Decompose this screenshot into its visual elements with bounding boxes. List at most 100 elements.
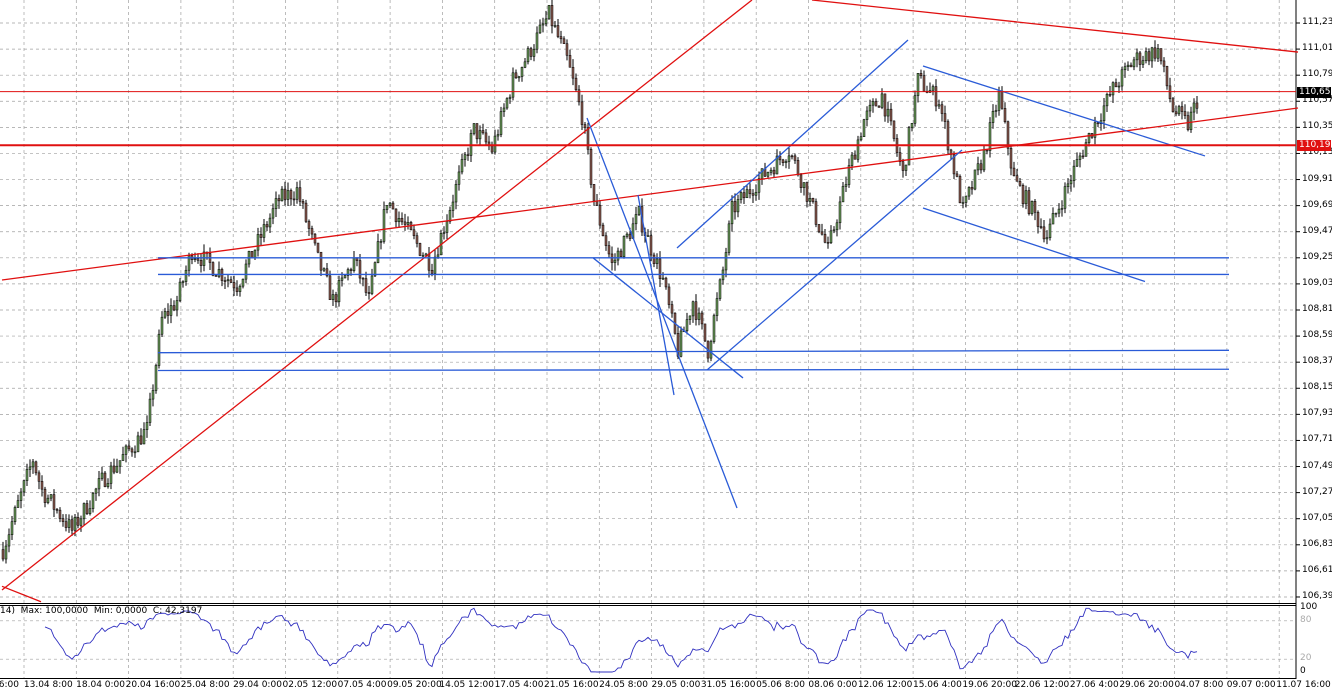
candle bbox=[742, 192, 746, 199]
candle bbox=[517, 76, 521, 79]
candle bbox=[1081, 155, 1085, 158]
candle bbox=[283, 188, 287, 200]
candle bbox=[448, 210, 452, 222]
trend-line bbox=[592, 257, 744, 379]
candle bbox=[1042, 226, 1046, 240]
candle bbox=[832, 229, 836, 232]
candle bbox=[523, 61, 527, 68]
candle bbox=[127, 445, 131, 450]
price-tick-label: 111,230 bbox=[1302, 17, 1332, 27]
candle bbox=[322, 268, 326, 271]
candle bbox=[79, 518, 83, 526]
candle bbox=[343, 275, 347, 279]
candle bbox=[667, 286, 671, 305]
candle bbox=[1027, 190, 1031, 214]
candle bbox=[892, 120, 896, 139]
candle bbox=[679, 330, 683, 357]
candle bbox=[430, 269, 434, 274]
candle bbox=[196, 258, 200, 261]
candle bbox=[7, 534, 11, 547]
candle bbox=[1012, 167, 1016, 176]
candle bbox=[4, 545, 8, 560]
candle bbox=[784, 161, 788, 163]
trend-line bbox=[157, 368, 1230, 372]
candle bbox=[934, 86, 938, 107]
candle bbox=[1156, 48, 1160, 59]
price-tick-label: 108,150 bbox=[1302, 382, 1332, 393]
candle bbox=[526, 48, 530, 63]
candle bbox=[562, 38, 566, 44]
candle bbox=[1006, 121, 1010, 149]
candle bbox=[433, 256, 437, 274]
price-tick-label: 110,790 bbox=[1302, 69, 1332, 80]
candle bbox=[118, 460, 122, 467]
candle bbox=[457, 171, 461, 185]
indicator-tick-label: 100 bbox=[1300, 602, 1318, 612]
trend-line bbox=[922, 207, 1146, 283]
candle bbox=[754, 191, 758, 196]
candle bbox=[661, 277, 665, 280]
candle bbox=[388, 202, 392, 206]
candle bbox=[961, 202, 965, 204]
candle bbox=[211, 262, 215, 276]
candle bbox=[376, 241, 380, 263]
candle bbox=[883, 93, 887, 117]
candle bbox=[319, 251, 323, 271]
candle bbox=[85, 503, 89, 514]
time-tick-label: 13.04 8:00 bbox=[23, 680, 73, 690]
candle bbox=[145, 422, 149, 430]
time-tick-label: 04.07 8:00 bbox=[1174, 680, 1224, 690]
candle bbox=[1108, 93, 1112, 96]
trend-line bbox=[637, 194, 675, 396]
candle bbox=[736, 199, 740, 213]
candle bbox=[799, 174, 803, 188]
candle bbox=[1162, 60, 1166, 67]
candle bbox=[625, 233, 629, 237]
candle bbox=[151, 390, 155, 400]
candle bbox=[751, 193, 755, 196]
candle bbox=[82, 503, 86, 520]
candle bbox=[112, 465, 116, 473]
candle bbox=[772, 169, 776, 175]
candle bbox=[274, 198, 278, 210]
candle bbox=[1117, 85, 1121, 88]
candle bbox=[406, 222, 410, 225]
time-tick-label: 29.05 0:00 bbox=[651, 680, 701, 690]
candle bbox=[1111, 82, 1115, 96]
candle bbox=[454, 184, 458, 203]
candle bbox=[664, 277, 668, 288]
candle bbox=[1048, 223, 1052, 238]
candle bbox=[502, 107, 506, 112]
candle bbox=[886, 108, 890, 117]
time-tick-label: 17.05 4:00 bbox=[494, 680, 544, 690]
candle bbox=[568, 55, 572, 68]
candle bbox=[1159, 48, 1163, 62]
candle bbox=[1000, 90, 1004, 109]
candle bbox=[1024, 190, 1028, 205]
candle bbox=[232, 282, 236, 289]
candle bbox=[712, 315, 716, 342]
candle bbox=[31, 461, 35, 468]
candle bbox=[859, 136, 863, 141]
candle bbox=[604, 235, 608, 246]
candle bbox=[280, 188, 284, 202]
candle bbox=[919, 73, 923, 77]
candle bbox=[550, 5, 554, 27]
candle bbox=[427, 253, 431, 271]
candle bbox=[244, 263, 248, 280]
trend-line bbox=[676, 39, 909, 249]
candle bbox=[835, 222, 839, 231]
candle bbox=[967, 187, 971, 197]
candle bbox=[766, 172, 770, 177]
candle bbox=[1120, 69, 1124, 87]
price-tick-label: 107,710 bbox=[1302, 434, 1332, 445]
candle bbox=[373, 262, 377, 277]
candle bbox=[1168, 85, 1172, 100]
candle bbox=[958, 176, 962, 204]
candle bbox=[805, 182, 809, 202]
candle bbox=[310, 228, 314, 235]
candle bbox=[1183, 111, 1187, 116]
candle bbox=[790, 155, 794, 158]
candle bbox=[529, 48, 533, 57]
